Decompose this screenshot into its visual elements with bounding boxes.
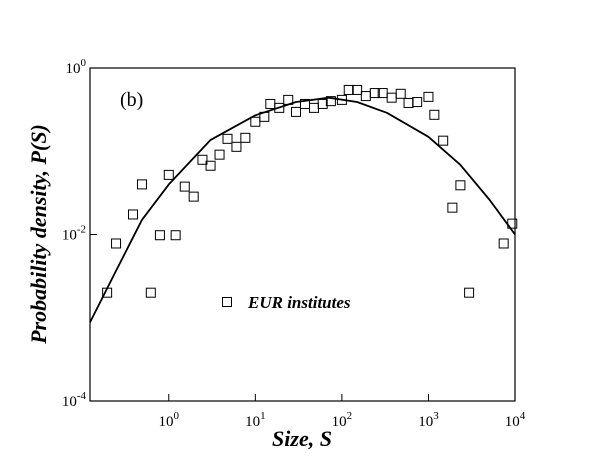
tick-label: 102 — [332, 410, 353, 430]
fit-curve — [89, 96, 516, 323]
plot-frame — [89, 67, 516, 402]
data-point — [127, 209, 138, 220]
x-axis-label: Size, S — [272, 426, 332, 451]
data-point — [455, 180, 466, 191]
data-point — [395, 88, 406, 99]
data-point — [250, 116, 261, 127]
data-point — [179, 181, 190, 192]
tick-label: 103 — [418, 410, 439, 430]
data-point — [352, 84, 363, 95]
data-point — [111, 238, 122, 249]
data-point — [498, 238, 509, 249]
tick-label: 101 — [245, 410, 265, 430]
data-point — [429, 109, 440, 120]
data-point — [325, 96, 336, 107]
data-point — [343, 84, 354, 95]
data-point — [145, 287, 156, 298]
data-point — [136, 179, 147, 190]
data-point — [222, 133, 233, 144]
data-point — [214, 149, 225, 160]
data-point — [231, 141, 242, 152]
legend-marker — [222, 297, 232, 307]
data-point — [447, 202, 458, 213]
legend-label: EUR institutes — [247, 293, 351, 312]
data-point — [360, 91, 371, 102]
data-point — [265, 98, 276, 109]
tick-label: 10-2 — [62, 224, 86, 244]
data-point — [274, 102, 285, 113]
tick-label: 104 — [505, 410, 526, 430]
data-point — [423, 91, 434, 102]
data-point — [412, 97, 423, 108]
data-point — [205, 160, 216, 171]
data-point — [308, 102, 319, 113]
tick-label: 100 — [159, 410, 180, 430]
data-point — [290, 106, 301, 117]
tick-label: 10-4 — [62, 390, 87, 410]
tick-label: 100 — [66, 57, 87, 77]
data-point — [438, 135, 449, 146]
y-axis-label: Probability density, P(S) — [26, 124, 51, 345]
data-point — [317, 98, 328, 109]
data-point — [464, 287, 475, 298]
data-point — [154, 230, 165, 241]
data-point — [163, 169, 174, 180]
data-point — [403, 97, 414, 108]
data-point — [188, 191, 199, 202]
panel-label: (b) — [120, 89, 143, 111]
data-point — [240, 132, 251, 143]
data-point — [170, 230, 181, 241]
data-point — [369, 88, 380, 99]
data-point — [386, 92, 397, 103]
data-point — [197, 154, 208, 165]
